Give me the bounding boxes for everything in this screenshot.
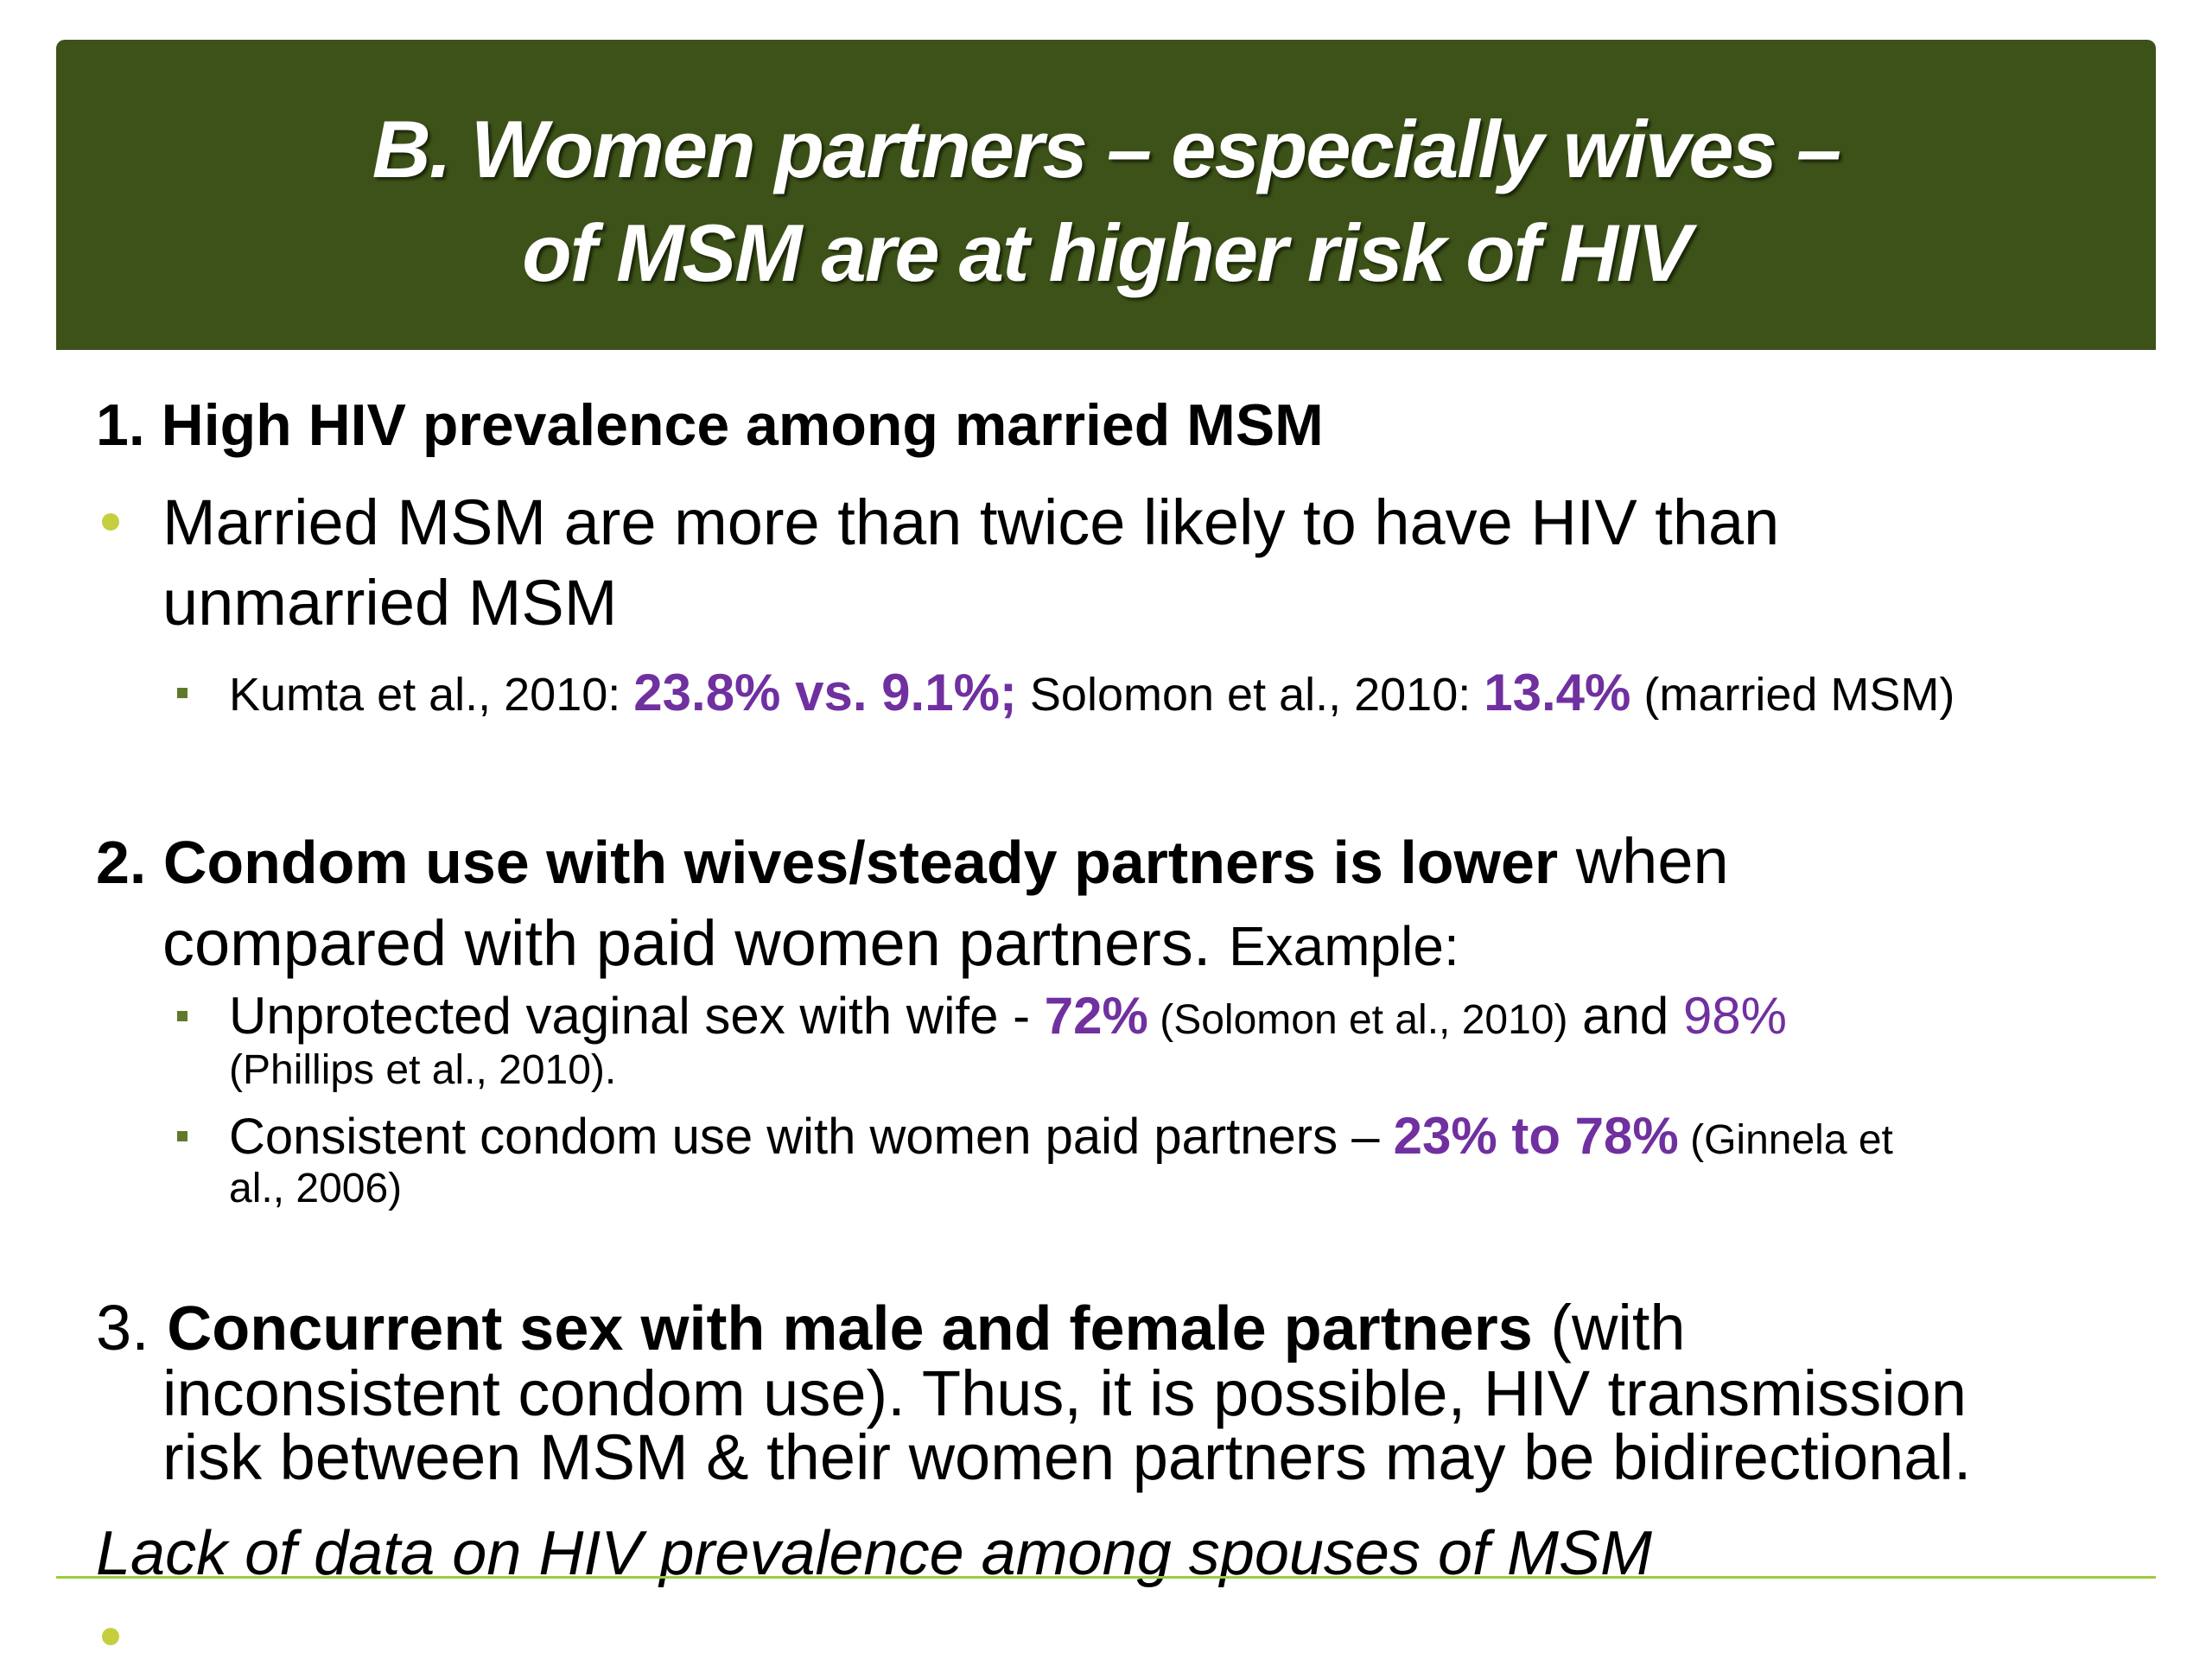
text: unmarried MSM (162, 567, 618, 639)
text: (Ginnela et (1678, 1117, 1893, 1163)
highlight: 13.4% (1484, 664, 1631, 721)
bullet (102, 513, 119, 531)
text: (married MSM) (1630, 669, 1955, 721)
highlight: 23.8% vs. 9.1%; (633, 664, 1017, 721)
text: and (1567, 987, 1683, 1045)
text: inconsistent condom use). Thus, it is po… (162, 1357, 1967, 1429)
text: risk between MSM & their women partners … (162, 1421, 1972, 1493)
text: Kumta et al., 2010: 23.8% vs. 9.1%; Solo… (229, 667, 1955, 719)
text: 3. Concurrent sex with male and female p… (96, 1294, 1686, 1363)
text: Unprotected vaginal sex with wife - (229, 987, 1045, 1045)
text: Married MSM are more than twice likely t… (162, 486, 1780, 558)
title-bar: B. Women partners – especially wives – o… (56, 40, 2156, 350)
highlight: 98% (1682, 987, 1788, 1045)
text: 3. (96, 1292, 168, 1363)
text: Example: (1228, 915, 1459, 977)
highlight: 72% (1044, 987, 1148, 1045)
text: Kumta et al., 2010: (229, 669, 634, 721)
bullet (102, 1628, 119, 1645)
text: compared with paid women partners. Examp… (162, 912, 1459, 976)
divider (56, 1576, 2156, 1579)
title-line: B. Women partners – especially wives – (372, 104, 1842, 194)
sub-bullet (177, 1011, 188, 1021)
text: compared with paid women partners. (162, 907, 1229, 979)
text: (with (1532, 1292, 1686, 1363)
text: (Phillips et al., 2010). (229, 1047, 617, 1093)
text: Unprotected vaginal sex with wife - 72% … (229, 990, 1787, 1042)
title-line: of MSM are at higher risk of HIV (522, 207, 1691, 298)
highlight: 23% to 78% (1393, 1107, 1679, 1165)
text: 2. Condom use with wives/steady partners… (96, 829, 1559, 896)
text: Consistent condom use with women paid pa… (229, 1110, 1893, 1162)
text: al., 2006) (229, 1166, 403, 1211)
heading: 1. High HIV prevalence among married MSM (96, 392, 1324, 458)
text: Solomon et al., 2010: (1016, 669, 1484, 721)
text: when (1558, 825, 1729, 897)
note: Lack of data on HIV prevalence among spo… (96, 1519, 1652, 1588)
text: Concurrent sex with male and female part… (167, 1294, 1533, 1363)
text: (Solomon et al., 2010) (1147, 997, 1568, 1043)
heading: 2. Condom use with wives/steady partners… (96, 830, 1729, 893)
text: Consistent condom use with women paid pa… (229, 1109, 1394, 1165)
sub-bullet (177, 1131, 188, 1141)
sub-bullet (177, 688, 188, 698)
